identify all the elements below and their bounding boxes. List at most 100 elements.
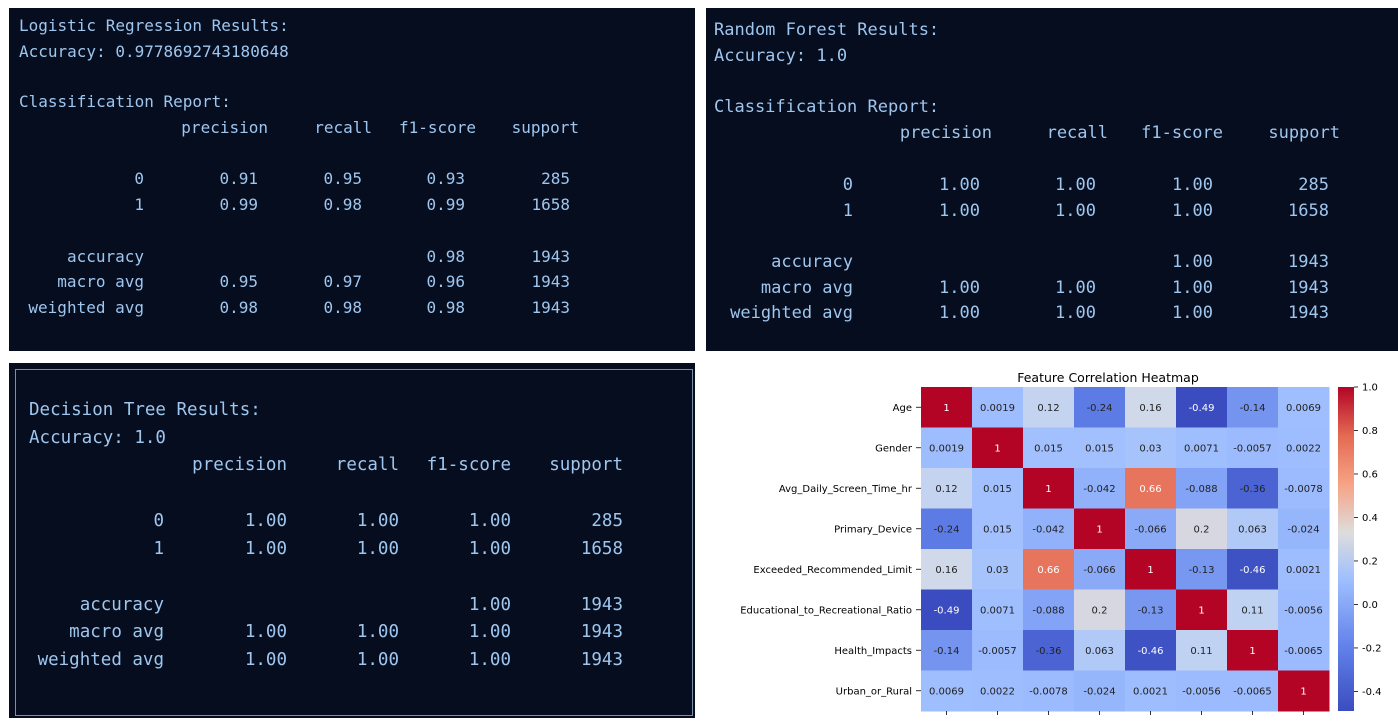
heatmap-cell [1125, 589, 1177, 631]
heatmap-cell [972, 670, 1024, 712]
colorbar-tick-label: 0.4 [1362, 513, 1378, 524]
report-title: Logistic Regression Results: [19, 16, 289, 35]
table-cell: 1658 [531, 195, 570, 214]
table-cell: 1.00 [468, 622, 511, 642]
heatmap-cell [1023, 630, 1075, 671]
row-label: Exceeded_Recommended_Limit [753, 565, 912, 576]
table-cell: 1.00 [468, 650, 511, 670]
heatmap-cell [1074, 387, 1126, 428]
cell-value-label: -0.042 [1083, 484, 1115, 495]
cell-value-label: 0.0021 [1286, 565, 1321, 576]
decision-tree-report: Decision Tree Results: Accuracy: 1.0 pre… [9, 363, 695, 718]
heatmap-cell [1176, 468, 1228, 509]
column-header: f1-score [426, 455, 511, 475]
heatmap-cell [1176, 670, 1228, 712]
column-header: precision [899, 123, 992, 143]
heatmap-cells: 1 0.0019 0.12 -0.24 0.16 -0.49 -0.14 0.0069 0.00… [921, 387, 1330, 712]
heatmap-cell [921, 630, 973, 671]
table-cell: 1.00 [1055, 175, 1096, 195]
table-cell: 1.00 [1172, 278, 1213, 298]
cell-value-label: 1 [1249, 646, 1255, 657]
heatmap-cell [972, 468, 1024, 509]
heatmap-cell [1125, 549, 1177, 590]
heatmap-cell [1074, 508, 1126, 550]
colorbar-tick-label: 1.0 [1362, 383, 1378, 394]
accuracy-line: Accuracy: 1.0 [29, 428, 166, 448]
cell-value-label: -0.13 [1189, 565, 1215, 576]
classification-report-label: Classification Report: [19, 92, 231, 111]
cell-value-label: 0.063 [1085, 646, 1114, 657]
heatmap-cell [1125, 630, 1177, 671]
cell-value-label: 0.03 [986, 565, 1008, 576]
table-cell: 1.00 [468, 511, 511, 531]
row-label: Gender [875, 443, 913, 454]
cell-value-label: -0.49 [934, 605, 960, 616]
heatmap-cell [1074, 427, 1126, 469]
row-label: 0 [134, 169, 144, 188]
cell-value-label: -0.0057 [1233, 443, 1272, 454]
table-cell: 1658 [1288, 201, 1329, 221]
row-label: macro avg [760, 278, 853, 298]
table-cell: 1943 [1288, 278, 1329, 298]
cell-value-label: -0.0057 [978, 646, 1017, 657]
cell-value-label: -0.14 [1240, 403, 1266, 414]
cell-value-label: 0.015 [1034, 443, 1063, 454]
heatmap-cell [1125, 508, 1177, 550]
heatmap-cell [972, 630, 1024, 671]
cell-value-label: 0.0069 [929, 686, 964, 697]
cell-value-label: -0.024 [1083, 686, 1115, 697]
cell-value-label: 1 [994, 443, 1000, 454]
heatmap-cell [1278, 468, 1330, 509]
heatmap-cell [1227, 508, 1279, 550]
heatmap-cell [1023, 468, 1075, 509]
column-header: support [1268, 123, 1340, 143]
heatmap-cell [921, 468, 973, 509]
row-label: accuracy [79, 595, 164, 615]
cell-value-label: -0.042 [1032, 524, 1064, 535]
table-cell: 1.00 [244, 622, 287, 642]
colorbar-tick-label: -0.4 [1362, 687, 1382, 698]
table-cell: 1.00 [356, 650, 399, 670]
classification-report-label: Classification Report: [714, 97, 940, 117]
heatmap-cell [1125, 670, 1177, 712]
cell-value-label: -0.0065 [1284, 646, 1323, 657]
cell-value-label: -0.14 [934, 646, 960, 657]
row-label: weighted avg [28, 298, 144, 317]
heatmap-cell [972, 508, 1024, 550]
heatmap-cell [1176, 387, 1228, 428]
table-cell: 1.00 [939, 303, 980, 323]
cell-value-label: -0.0078 [1029, 686, 1068, 697]
column-header: recall [1046, 123, 1108, 143]
row-label: macro avg [69, 622, 164, 642]
cell-value-label: 0.11 [1190, 646, 1212, 657]
heatmap-cell [921, 670, 973, 712]
heatmap-cell [1227, 589, 1279, 631]
table-cell: 1943 [580, 595, 623, 615]
column-header: recall [314, 118, 372, 137]
row-label: Educational_to_Recreational_Ratio [740, 605, 912, 616]
table-cell: 1.00 [244, 511, 287, 531]
cell-value-label: -0.24 [1087, 403, 1113, 414]
row-label: 1 [134, 195, 144, 214]
terminal-frame [15, 369, 693, 716]
heatmap-cell [1074, 549, 1126, 590]
heatmap-cell [1176, 589, 1228, 631]
cell-value-label: 1 [1096, 524, 1102, 535]
table-cell: 1943 [531, 298, 570, 317]
heatmap-cell [1176, 549, 1228, 590]
heatmap-cell [1074, 670, 1126, 712]
cell-value-label: 0.0022 [980, 686, 1015, 697]
table-cell: 0.95 [219, 272, 258, 291]
table-cell: 1943 [1288, 252, 1329, 272]
heatmap-cell [1023, 670, 1075, 712]
table-cell: 1943 [580, 622, 623, 642]
cell-value-label: 0.2 [1194, 524, 1210, 535]
table-cell: 1.00 [468, 595, 511, 615]
report-title: Random Forest Results: [714, 20, 940, 40]
cell-value-label: 0.0021 [1133, 686, 1168, 697]
heatmap-cell [1227, 630, 1279, 671]
colorbar-tick-label: 0.0 [1362, 600, 1378, 611]
row-label: Avg_Daily_Screen_Time_hr [779, 484, 913, 495]
row-label: Age [893, 403, 912, 414]
heatmap-cell [1023, 387, 1075, 428]
